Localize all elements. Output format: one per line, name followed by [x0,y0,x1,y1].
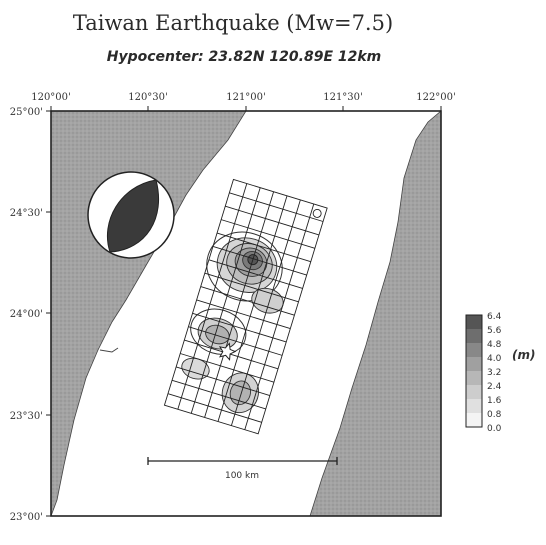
hypocenter-subtitle: Hypocenter: 23.82N 120.89E 12km [107,49,382,65]
map-title: Taiwan Earthquake (Mw=7.5) [73,11,393,35]
lat-label-23-30: 23°30' [10,411,43,422]
slip-colorbar: 6.4 5.6 4.8 4.0 3.2 2.4 1.6 0.8 0.0 (m) [465,312,535,434]
colorbar-level-4-8: 4.8 [487,340,502,350]
colorbar-level-5-6: 5.6 [487,326,502,336]
lon-label-120-00: 120°00' [31,92,71,103]
eastern-land-mass [309,111,441,516]
colorbar-level-0-0: 0.0 [487,424,502,434]
focal-mechanism-beachball [87,171,175,259]
colorbar-level-6-4: 6.4 [487,312,502,322]
colorbar-level-2-4: 2.4 [487,382,502,392]
lat-label-24-00: 24°00' [10,309,43,320]
lon-label-122-00: 122°00' [416,92,456,103]
hypocenter-star [218,342,237,361]
lat-label-25-00: 25°00' [10,107,43,118]
fault-plane [163,178,328,435]
colorbar-level-0-8: 0.8 [487,410,502,420]
colorbar-level-4-0: 4.0 [487,354,502,364]
map-area [51,111,441,516]
latitude-labels: 25°00' 24°30' 24°00' 23°30' 23°00' [10,107,43,523]
scale-bar: 100 km [147,457,338,481]
lon-label-120-30: 120°30' [128,92,168,103]
fault-grid [163,178,328,435]
graticule-ticks [46,106,442,517]
colorbar-level-3-2: 3.2 [487,368,501,378]
colorbar-level-1-6: 1.6 [487,396,502,406]
longitude-labels: 120°00' 120°30' 121°00' 121°30' 122°00' [31,92,456,103]
lon-label-121-30: 121°30' [323,92,363,103]
scale-bar-label: 100 km [225,471,259,481]
lat-label-23-00: 23°00' [10,512,43,523]
lat-label-24-30: 24°30' [10,208,43,219]
lon-label-121-00: 121°00' [226,92,266,103]
colorbar-unit: (m) [512,348,535,362]
